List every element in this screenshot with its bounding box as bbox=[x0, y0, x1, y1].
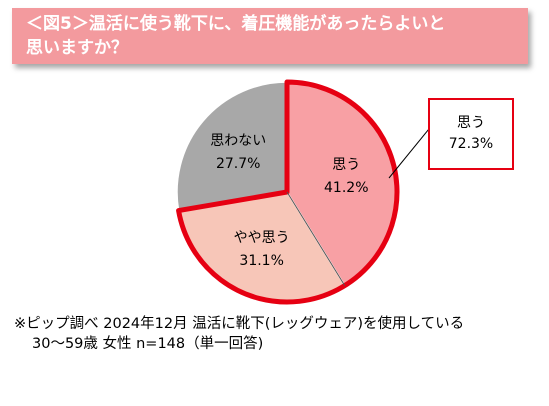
pie-slice-omowanai bbox=[176, 81, 288, 212]
slice-value-omowanai: 27.7% bbox=[216, 156, 260, 172]
slice-label-omou: 思う bbox=[332, 157, 360, 173]
slice-label-yaya-omou: やや思う bbox=[234, 230, 290, 246]
chart-title-line2: 思いますか？ bbox=[26, 38, 128, 58]
callout-leader-line bbox=[388, 123, 434, 179]
callout-box bbox=[428, 98, 514, 170]
slice-value-yaya-omou: 31.1% bbox=[239, 253, 283, 269]
footnote: ※ピップ調べ 2024年12月 温活に靴下(レッグウェア)を使用している 30〜… bbox=[14, 314, 544, 354]
slice-value-omou: 41.2% bbox=[324, 180, 368, 196]
footnote-line2: 30〜59歳 女性 n=148（単一回答) bbox=[32, 336, 264, 352]
footnote-line1: ※ピップ調べ 2024年12月 温活に靴下(レッグウェア)を使用している bbox=[14, 316, 465, 332]
callout-label: 思う bbox=[457, 115, 485, 131]
slice-labels: 思う 41.2% やや思う 31.1% 思わない 27.7% bbox=[210, 133, 368, 269]
highlight-group bbox=[176, 79, 400, 305]
callout-group: 思う 72.3% bbox=[388, 98, 514, 179]
callout-value: 72.3% bbox=[449, 136, 493, 152]
chart-title-line1: ＜図5＞温活に使う靴下に、着圧機能があったらよいと bbox=[26, 14, 446, 34]
highlight-outline bbox=[176, 79, 400, 305]
slice-label-omowanai: 思わない bbox=[210, 133, 266, 149]
slice-divider bbox=[286, 191, 346, 286]
chart-title-banner: ＜図5＞温活に使う靴下に、着圧機能があったらよいと 思いますか？ bbox=[12, 8, 528, 64]
